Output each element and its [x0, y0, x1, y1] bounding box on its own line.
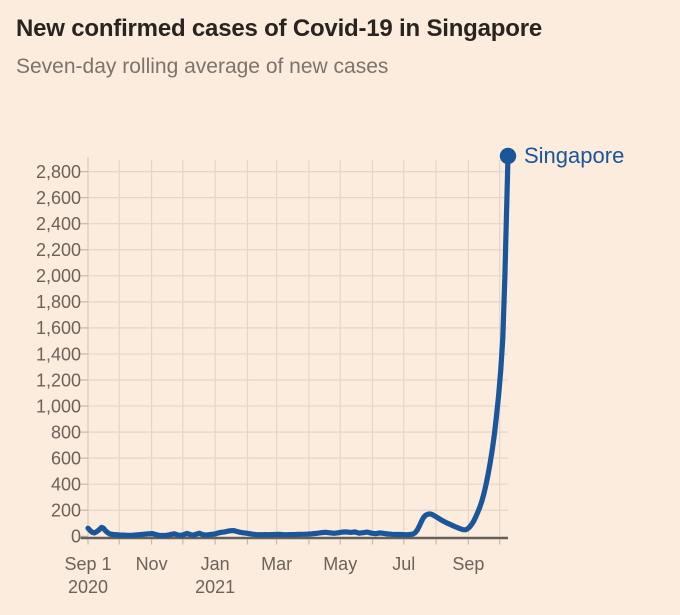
grid-layer — [88, 160, 508, 537]
x-tick-label: Nov — [136, 554, 168, 574]
y-tick-label: 1,200 — [36, 370, 81, 390]
series-layer — [85, 153, 511, 539]
x-tick-label: Jan — [201, 554, 230, 574]
x-tick-sublabel: 2021 — [195, 577, 235, 597]
y-tick-label: 1,400 — [36, 344, 81, 364]
x-tick-label: Sep — [452, 554, 484, 574]
y-tick-label: 200 — [51, 501, 81, 521]
y-tick-label: 2,400 — [36, 214, 81, 234]
y-tick-label: 1,000 — [36, 396, 81, 416]
series-label-singapore: Singapore — [524, 143, 624, 168]
y-tick-label: 2,800 — [36, 162, 81, 182]
singapore-line — [85, 153, 511, 539]
chart-title: New confirmed cases of Covid-19 in Singa… — [16, 15, 542, 42]
x-tick-label: May — [323, 554, 357, 574]
y-tick-label: 400 — [51, 475, 81, 495]
y-tick-label: 2,200 — [36, 240, 81, 260]
x-tick-label: Mar — [261, 554, 292, 574]
axis-layer — [80, 157, 508, 545]
x-tick-sublabel: 2020 — [68, 577, 108, 597]
y-tick-label: 1,800 — [36, 292, 81, 312]
y-tick-label: 1,600 — [36, 318, 81, 338]
y-tick-label: 2,000 — [36, 266, 81, 286]
tick-label-layer: 0 200 400 600 800 1,000 1,200 1,400 1,600 1,800 2,… — [36, 162, 484, 597]
y-tick-label: 800 — [51, 422, 81, 442]
chart-subtitle: Seven-day rolling average of new cases — [16, 55, 389, 78]
x-tick-label: Jul — [392, 554, 415, 574]
x-tick-label: Sep 1 — [64, 554, 111, 574]
y-tick-label: 2,600 — [36, 188, 81, 208]
endpoint-dot — [499, 147, 517, 165]
y-tick-label: 0 — [71, 527, 81, 547]
y-tick-label: 600 — [51, 448, 81, 468]
